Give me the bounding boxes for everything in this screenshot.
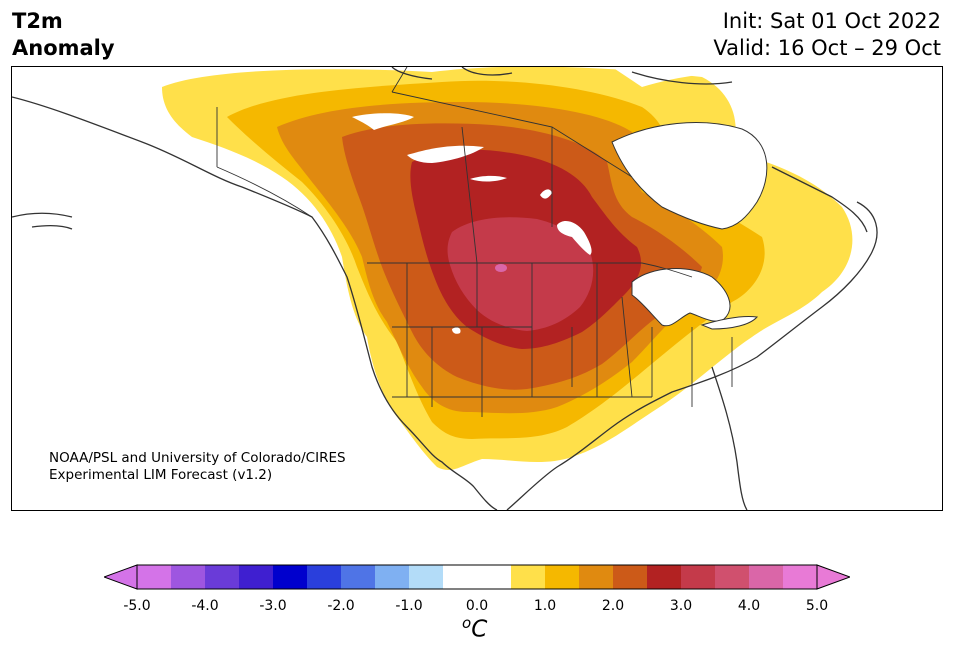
colorbar-tick-label: 0.0 — [465, 598, 489, 614]
colorbar-cell — [375, 565, 410, 589]
colorbar-cell — [579, 565, 614, 589]
colorbar-cell — [273, 565, 308, 589]
reindeer-lake — [540, 189, 552, 199]
colorbar-cell — [749, 565, 784, 589]
lake-athabasca — [470, 175, 507, 182]
colorbar-cell — [681, 565, 716, 589]
credit-line-1: NOAA/PSL and University of Colorado/CIRE… — [49, 450, 346, 466]
colorbar-cell — [137, 565, 172, 589]
colorbar-cell — [443, 565, 478, 589]
colorbar-tick-label: -3.0 — [259, 598, 287, 614]
colorbar-cell — [307, 565, 342, 589]
map-title: T2m Anomaly — [12, 8, 115, 62]
colorbar-cell — [511, 565, 546, 589]
units-celsius: C — [471, 616, 488, 643]
colorbar-tick-label: -2.0 — [327, 598, 355, 614]
colorbar-cell — [613, 565, 648, 589]
colorbar-tick-label: -5.0 — [123, 598, 151, 614]
title-line-2: Anomaly — [12, 36, 115, 60]
colorbar-tick-labels: -5.0 -4.0 -3.0 -2.0 -1.0 0.0 1.0 2.0 3.0 4.0 5.0 — [0, 598, 953, 618]
great-bear-lake — [352, 113, 414, 130]
colorbar-low-extension — [104, 564, 138, 590]
init-date: Init: Sat 01 Oct 2022 — [722, 9, 941, 33]
lake-winnipeg — [557, 221, 592, 255]
colorbar-tick-label: 1.0 — [533, 598, 557, 614]
colorbar-tick-label: -1.0 — [395, 598, 423, 614]
great-salt-lake — [452, 327, 461, 334]
colorbar-cell — [341, 565, 376, 589]
coastlines — [12, 67, 878, 510]
colorbar-high-extension — [816, 564, 850, 590]
colorbar-cell — [239, 565, 274, 589]
colorbar-units: oC — [462, 614, 487, 643]
title-line-1: T2m — [12, 9, 63, 33]
colorbar-cell — [171, 565, 206, 589]
colorbar-cell — [205, 565, 240, 589]
colorbar-tick-label: 3.0 — [669, 598, 693, 614]
anomaly-contour-3.0-3.5 — [447, 217, 594, 331]
great-lakes — [631, 268, 731, 327]
arctic-water — [612, 67, 942, 107]
colorbar-cell — [477, 565, 512, 589]
anomaly-peak-4.0 — [495, 264, 507, 272]
hudson-bay — [611, 122, 768, 230]
colorbar-outline — [136, 564, 818, 590]
colorbar-tick-label: 2.0 — [601, 598, 625, 614]
colorbar-cell — [715, 565, 750, 589]
political-borders — [216, 67, 733, 417]
colorbar-cell — [783, 565, 818, 589]
colorbar-cell — [409, 565, 444, 589]
colorbar-tick-label: 5.0 — [805, 598, 829, 614]
colorbar-cell — [647, 565, 682, 589]
colorbar-tick-label: 4.0 — [737, 598, 761, 614]
forecast-dates: Init: Sat 01 Oct 2022 Valid: 16 Oct – 29… — [713, 8, 941, 62]
map-svg — [12, 67, 942, 510]
units-degree: o — [462, 614, 472, 632]
colorbar — [104, 564, 850, 590]
valid-range: Valid: 16 Oct – 29 Oct — [713, 36, 941, 60]
lake-erie — [700, 316, 758, 330]
credit-line-2: Experimental LIM Forecast (v1.2) — [49, 467, 273, 483]
forecast-credit: NOAA/PSL and University of Colorado/CIRE… — [49, 450, 346, 484]
temperature-anomaly-map: NOAA/PSL and University of Colorado/CIRE… — [11, 66, 943, 511]
colorbar-tick-label: -4.0 — [191, 598, 219, 614]
colorbar-cell — [545, 565, 580, 589]
